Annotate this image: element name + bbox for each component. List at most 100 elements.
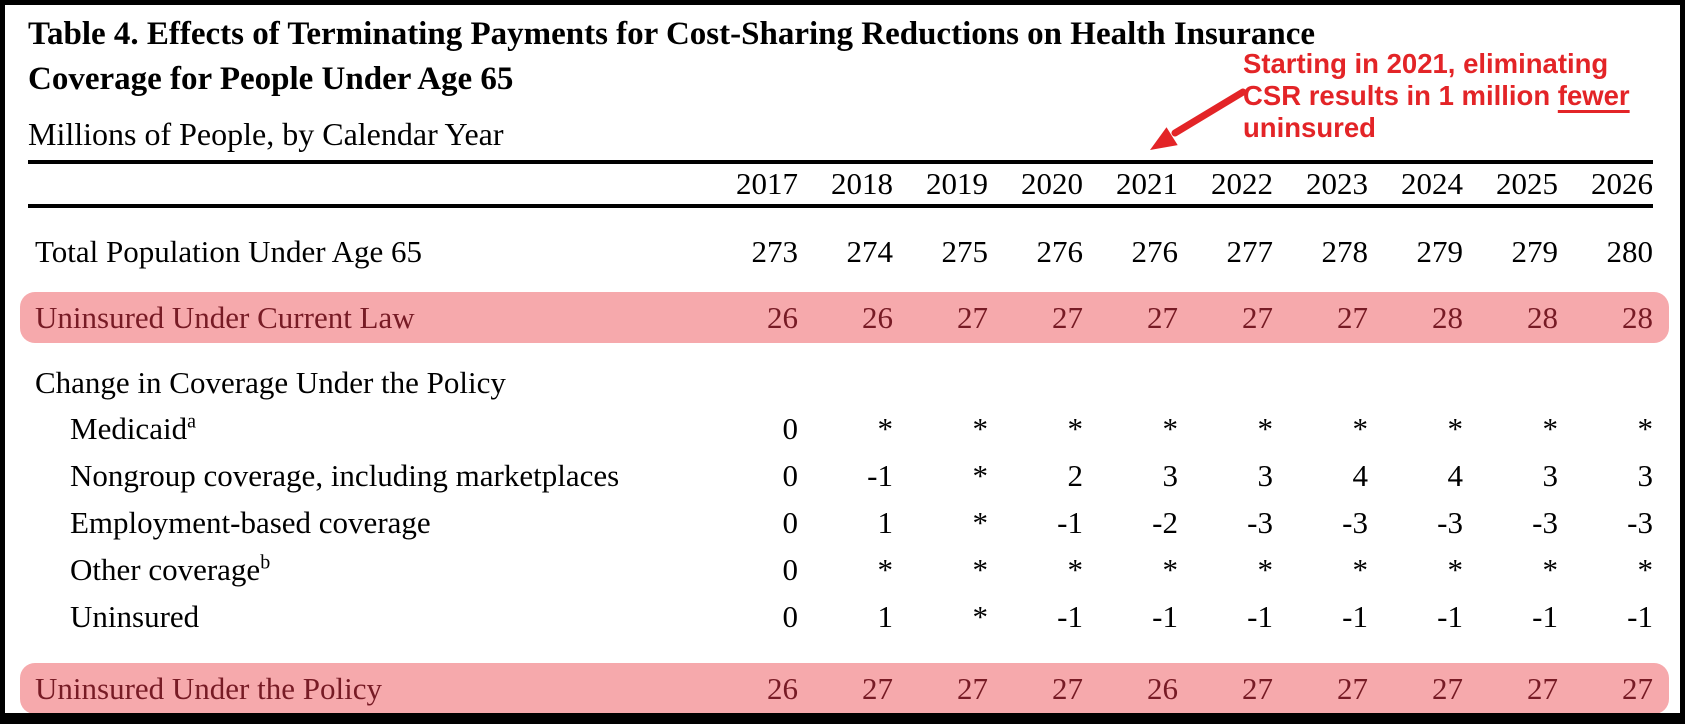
cell-value: * xyxy=(1542,551,1559,587)
table-row: Medicaida 0 * * * * * * * * * xyxy=(28,405,1653,452)
year-header: 2025 xyxy=(1496,166,1558,201)
row-label: Change in Coverage Under the Policy xyxy=(35,365,506,400)
footnote-marker: b xyxy=(260,551,271,574)
cell-value: 27 xyxy=(1242,299,1273,335)
table-row: Uninsured 0 1 * -1 -1 -1 -1 -1 -1 -1 xyxy=(28,593,1653,640)
highlight-row: Uninsured Under Current Law 26 26 27 27 27 27 2… xyxy=(20,292,1669,343)
table-row: Nongroup coverage, including marketplace… xyxy=(28,452,1653,499)
table-row: Change in Coverage Under the Policy xyxy=(28,361,1653,405)
cell-value: 0 xyxy=(782,457,799,493)
cell-value: * xyxy=(1067,551,1084,587)
cell-value: 276 xyxy=(1036,234,1084,269)
cell-value: 0 xyxy=(782,410,799,446)
row-label: Nongroup coverage, including marketplace… xyxy=(70,457,620,493)
table-row: Total Population Under Age 65 273 274 275 27… xyxy=(28,228,1653,276)
cell-value: 0 xyxy=(782,598,799,634)
cell-value: 26 xyxy=(767,670,798,706)
cell-value: -1 xyxy=(1437,598,1463,634)
cell-value: * xyxy=(1352,551,1369,587)
cell-value: 27 xyxy=(1527,670,1558,706)
cell-value: * xyxy=(877,551,894,587)
year-header: 2023 xyxy=(1306,166,1368,201)
year-header: 2024 xyxy=(1401,166,1463,201)
cell-value: 0 xyxy=(782,504,799,540)
year-header: 2019 xyxy=(926,166,988,201)
cell-value: 27 xyxy=(1337,299,1368,335)
table-subtitle: Millions of People, by Calendar Year xyxy=(28,116,504,152)
annotation-line-3: uninsured xyxy=(1243,112,1376,143)
cell-value: 4 xyxy=(1447,457,1464,493)
table-row: Other coverageb 0 * * * * * * * * * xyxy=(28,546,1653,593)
cell-value: 1 xyxy=(877,598,894,634)
year-header-row: 2017 2018 2019 2020 2021 2022 2023 2024 2025 2026 xyxy=(28,164,1653,204)
cell-value: 27 xyxy=(1052,670,1083,706)
underlined-word: fewer xyxy=(1557,80,1630,111)
cell-value: -1 xyxy=(1152,598,1178,634)
year-header: 2020 xyxy=(1021,166,1083,201)
cell-value: * xyxy=(1257,551,1274,587)
table-title-line-2: Coverage for People Under Age 65 xyxy=(28,61,514,97)
cell-value: 280 xyxy=(1606,234,1654,269)
cell-value: -1 xyxy=(1057,504,1083,540)
row-label: Uninsured Under Current Law xyxy=(35,299,415,335)
cell-value: * xyxy=(1637,410,1654,446)
cell-value: * xyxy=(972,457,989,493)
cell-value: -1 xyxy=(1057,598,1083,634)
table-body: Total Population Under Age 65 273 274 275 27… xyxy=(20,228,1669,713)
cell-value: 2 xyxy=(1067,457,1084,493)
cell-value: 27 xyxy=(1052,299,1083,335)
annotation-callout: Starting in 2021, eliminating CSR result… xyxy=(1243,48,1630,144)
row-label: Uninsured xyxy=(70,598,200,634)
cell-value: 27 xyxy=(1337,670,1368,706)
cell-value: 4 xyxy=(1352,457,1369,493)
year-header: 2026 xyxy=(1591,166,1653,201)
cell-value: 3 xyxy=(1637,457,1654,493)
cell-value: 275 xyxy=(941,234,989,269)
cell-value: 1 xyxy=(877,504,894,540)
table-title-line-1: Table 4. Effects of Terminating Payments… xyxy=(28,16,1316,52)
year-header: 2021 xyxy=(1116,166,1178,201)
cell-value: 27 xyxy=(957,670,988,706)
cell-value: 27 xyxy=(957,299,988,335)
highlight-row: Uninsured Under the Policy 26 27 27 27 26 27 27… xyxy=(20,663,1669,713)
cell-value: -3 xyxy=(1627,504,1653,540)
row-label: Uninsured Under the Policy xyxy=(35,670,382,706)
cell-value: 28 xyxy=(1432,299,1463,335)
cell-value: 3 xyxy=(1162,457,1179,493)
cell-value: * xyxy=(972,598,989,634)
cell-value: 28 xyxy=(1527,299,1558,335)
cell-value: 276 xyxy=(1131,234,1179,269)
cell-value: * xyxy=(877,410,894,446)
row-label: Employment-based coverage xyxy=(70,504,431,540)
cell-value: 27 xyxy=(1242,670,1273,706)
cell-value: * xyxy=(1447,410,1464,446)
footnote-marker: a xyxy=(187,410,196,433)
cell-value: * xyxy=(1257,410,1274,446)
cell-value: * xyxy=(1067,410,1084,446)
cell-value: -3 xyxy=(1247,504,1273,540)
cell-value: -2 xyxy=(1152,504,1178,540)
cell-value: 273 xyxy=(751,234,799,269)
cell-value: -1 xyxy=(1247,598,1273,634)
year-header: 2022 xyxy=(1211,166,1273,201)
cell-value: 279 xyxy=(1511,234,1559,269)
row-label: Other coverageb xyxy=(70,551,271,587)
cell-value: * xyxy=(1162,551,1179,587)
cell-value: 27 xyxy=(1622,670,1653,706)
annotation-line-2: CSR results in 1 million fewer xyxy=(1243,80,1630,111)
cell-value: 27 xyxy=(1432,670,1463,706)
table-title: Table 4. Effects of Terminating Payments… xyxy=(28,12,1653,102)
cell-value: 278 xyxy=(1321,234,1369,269)
cell-value: * xyxy=(972,504,989,540)
rule-above-years xyxy=(28,160,1653,164)
rule-below-years xyxy=(28,204,1653,208)
cell-value: 279 xyxy=(1416,234,1464,269)
cell-value: 3 xyxy=(1257,457,1274,493)
cell-value: -1 xyxy=(1532,598,1558,634)
cell-value: -1 xyxy=(867,457,893,493)
cell-value: 277 xyxy=(1226,234,1274,269)
cell-value: -3 xyxy=(1342,504,1368,540)
cell-value: 27 xyxy=(862,670,893,706)
table-row: Employment-based coverage 0 1 * -1 -2 -3 -3 -3 -3… xyxy=(28,499,1653,546)
row-label: Total Population Under Age 65 xyxy=(35,234,423,269)
